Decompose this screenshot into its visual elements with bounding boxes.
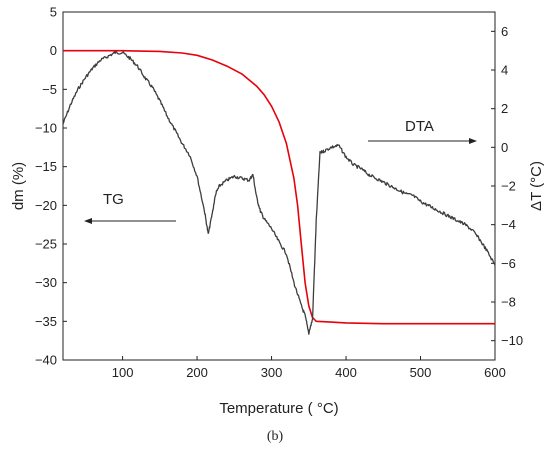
left-y-tick-label: −35	[35, 314, 57, 329]
left-y-tick-label: −20	[35, 198, 57, 213]
dta-annotation-label: DTA	[405, 118, 434, 135]
figure-caption: (b)	[267, 429, 284, 444]
tg-annotation: TG	[84, 191, 176, 224]
tg-annotation-label: TG	[103, 191, 124, 208]
left-y-axis-ticks: 5 0 −5 −10 −15 −20 −25 −30 −35 −40	[35, 5, 67, 368]
right-y-axis-ticks: 6 4 2 0 −2 −4 −6 −8 −10	[491, 24, 523, 348]
left-y-axis-title: dm (%)	[10, 162, 27, 210]
x-tick-label: 400	[335, 365, 357, 380]
plot-frame	[62, 11, 496, 361]
left-y-tick-label: −30	[35, 275, 57, 290]
left-y-tick-label: 0	[50, 43, 57, 58]
right-y-tick-label: −8	[501, 295, 516, 310]
right-y-tick-label: 6	[501, 24, 508, 39]
left-y-tick-label: −15	[35, 159, 57, 174]
x-tick-label: 500	[410, 365, 432, 380]
x-tick-label: 200	[186, 365, 208, 380]
x-tick-label: 600	[484, 365, 506, 380]
right-y-tick-label: 4	[501, 63, 508, 78]
left-y-tick-label: 5	[50, 5, 57, 20]
tg-arrow-head	[84, 218, 92, 224]
left-y-tick-label: −10	[35, 121, 57, 136]
x-axis-title: Temperature ( °C)	[219, 400, 338, 417]
x-tick-label: 300	[261, 365, 283, 380]
right-y-tick-label: −10	[501, 333, 523, 348]
left-y-tick-label: −40	[35, 353, 57, 368]
dta-series-line	[63, 50, 495, 335]
right-y-tick-label: 0	[501, 140, 508, 155]
left-y-tick-label: −5	[42, 82, 57, 97]
dta-annotation: DTA	[368, 118, 477, 144]
tg-series-line	[63, 49, 495, 325]
right-y-tick-label: −4	[501, 217, 516, 232]
right-y-tick-label: −6	[501, 256, 516, 271]
right-y-tick-label: −2	[501, 179, 516, 194]
left-y-tick-label: −25	[35, 237, 57, 252]
right-y-tick-label: 2	[501, 101, 508, 116]
dta-arrow-head	[469, 138, 477, 144]
x-axis-ticks: 100 200 300 400 500 600	[112, 356, 506, 380]
x-tick-label: 100	[112, 365, 134, 380]
right-y-axis-title: ΔT (°C)	[528, 161, 545, 211]
series-layer	[63, 49, 495, 335]
